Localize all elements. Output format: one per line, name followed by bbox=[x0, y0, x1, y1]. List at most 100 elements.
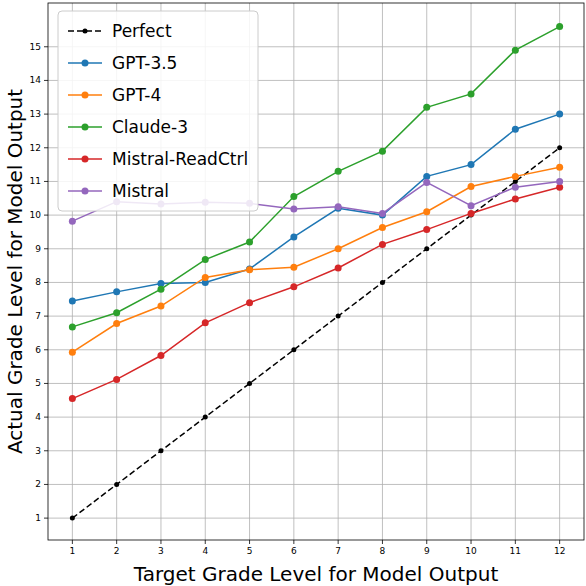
legend-marker bbox=[82, 156, 89, 163]
tick bbox=[515, 540, 516, 544]
tick-label: 7 bbox=[35, 311, 41, 321]
point bbox=[69, 395, 76, 402]
grid-line bbox=[48, 349, 584, 350]
point bbox=[290, 264, 297, 271]
legend-label: Mistral bbox=[112, 181, 169, 201]
point bbox=[291, 347, 296, 352]
tick bbox=[44, 215, 48, 216]
tick-label: 5 bbox=[35, 378, 41, 388]
point bbox=[423, 226, 430, 233]
tick bbox=[205, 540, 206, 544]
grid-line bbox=[48, 248, 584, 249]
legend-marker bbox=[82, 60, 89, 67]
point bbox=[202, 274, 209, 281]
tick-label: 10 bbox=[465, 546, 477, 556]
legend-label: GPT-3.5 bbox=[112, 53, 177, 73]
grid-line bbox=[426, 3, 427, 540]
tick-label: 9 bbox=[424, 546, 430, 556]
tick-label: 4 bbox=[202, 546, 208, 556]
tick-label: 3 bbox=[158, 546, 164, 556]
grid-line bbox=[48, 417, 584, 418]
tick bbox=[382, 540, 383, 544]
tick-label: 11 bbox=[30, 176, 41, 186]
point bbox=[290, 233, 297, 240]
tick-label: 8 bbox=[380, 546, 386, 556]
tick-label: 12 bbox=[554, 546, 565, 556]
grid-line bbox=[338, 3, 339, 540]
legend-marker bbox=[83, 29, 88, 34]
tick-label: 13 bbox=[30, 109, 41, 119]
point bbox=[202, 319, 209, 326]
point bbox=[69, 218, 76, 225]
point bbox=[247, 381, 252, 386]
tick-label: 6 bbox=[35, 345, 41, 355]
tick-label: 10 bbox=[30, 210, 42, 220]
point bbox=[556, 164, 563, 171]
tick bbox=[116, 540, 117, 544]
tick-label: 4 bbox=[35, 412, 41, 422]
tick bbox=[44, 417, 48, 418]
point bbox=[379, 210, 386, 217]
point bbox=[556, 23, 563, 30]
point bbox=[512, 47, 519, 54]
grid-line bbox=[471, 3, 472, 540]
tick bbox=[293, 540, 294, 544]
background bbox=[0, 0, 586, 586]
point bbox=[157, 352, 164, 359]
point bbox=[512, 184, 519, 191]
point bbox=[290, 206, 297, 213]
tick bbox=[44, 383, 48, 384]
point bbox=[336, 314, 341, 319]
y-label: Actual Grade Level for Model Output bbox=[3, 89, 27, 454]
point bbox=[379, 148, 386, 155]
tick bbox=[426, 540, 427, 544]
grid-line bbox=[293, 3, 294, 540]
point bbox=[157, 303, 164, 310]
grid-line bbox=[48, 215, 584, 216]
point bbox=[512, 195, 519, 202]
legend-label: Mistral-ReadCtrl bbox=[112, 149, 248, 169]
tick-label: 3 bbox=[35, 446, 41, 456]
tick bbox=[160, 540, 161, 544]
tick bbox=[44, 248, 48, 249]
point bbox=[557, 145, 562, 150]
series-line bbox=[72, 187, 559, 398]
point bbox=[113, 288, 120, 295]
point bbox=[158, 448, 163, 453]
point bbox=[335, 264, 342, 271]
point bbox=[203, 415, 208, 420]
tick bbox=[72, 540, 73, 544]
tick-label: 1 bbox=[35, 513, 41, 523]
point bbox=[113, 320, 120, 327]
tick bbox=[44, 349, 48, 350]
point bbox=[380, 280, 385, 285]
point bbox=[335, 245, 342, 252]
tick bbox=[338, 540, 339, 544]
tick-label: 2 bbox=[35, 479, 41, 489]
grid-line bbox=[48, 316, 584, 317]
tick bbox=[249, 540, 250, 544]
point bbox=[114, 482, 119, 487]
grid-line bbox=[48, 383, 584, 384]
tick-label: 12 bbox=[30, 143, 41, 153]
tick-label: 2 bbox=[114, 546, 120, 556]
grid-line bbox=[382, 3, 383, 540]
tick-label: 9 bbox=[35, 244, 41, 254]
grid-line bbox=[48, 450, 584, 451]
tick-label: 15 bbox=[30, 42, 41, 52]
point bbox=[113, 376, 120, 383]
chart: 123456789101112123456789101112131415Targ… bbox=[0, 0, 586, 586]
point bbox=[69, 297, 76, 304]
point bbox=[290, 283, 297, 290]
point bbox=[246, 239, 253, 246]
point bbox=[246, 299, 253, 306]
point bbox=[157, 286, 164, 293]
point bbox=[468, 183, 475, 190]
tick bbox=[559, 540, 560, 544]
legend-label: Perfect bbox=[112, 21, 172, 41]
legend-box bbox=[58, 11, 258, 211]
tick bbox=[44, 484, 48, 485]
tick-label: 7 bbox=[335, 546, 341, 556]
point bbox=[69, 349, 76, 356]
point bbox=[468, 210, 475, 217]
